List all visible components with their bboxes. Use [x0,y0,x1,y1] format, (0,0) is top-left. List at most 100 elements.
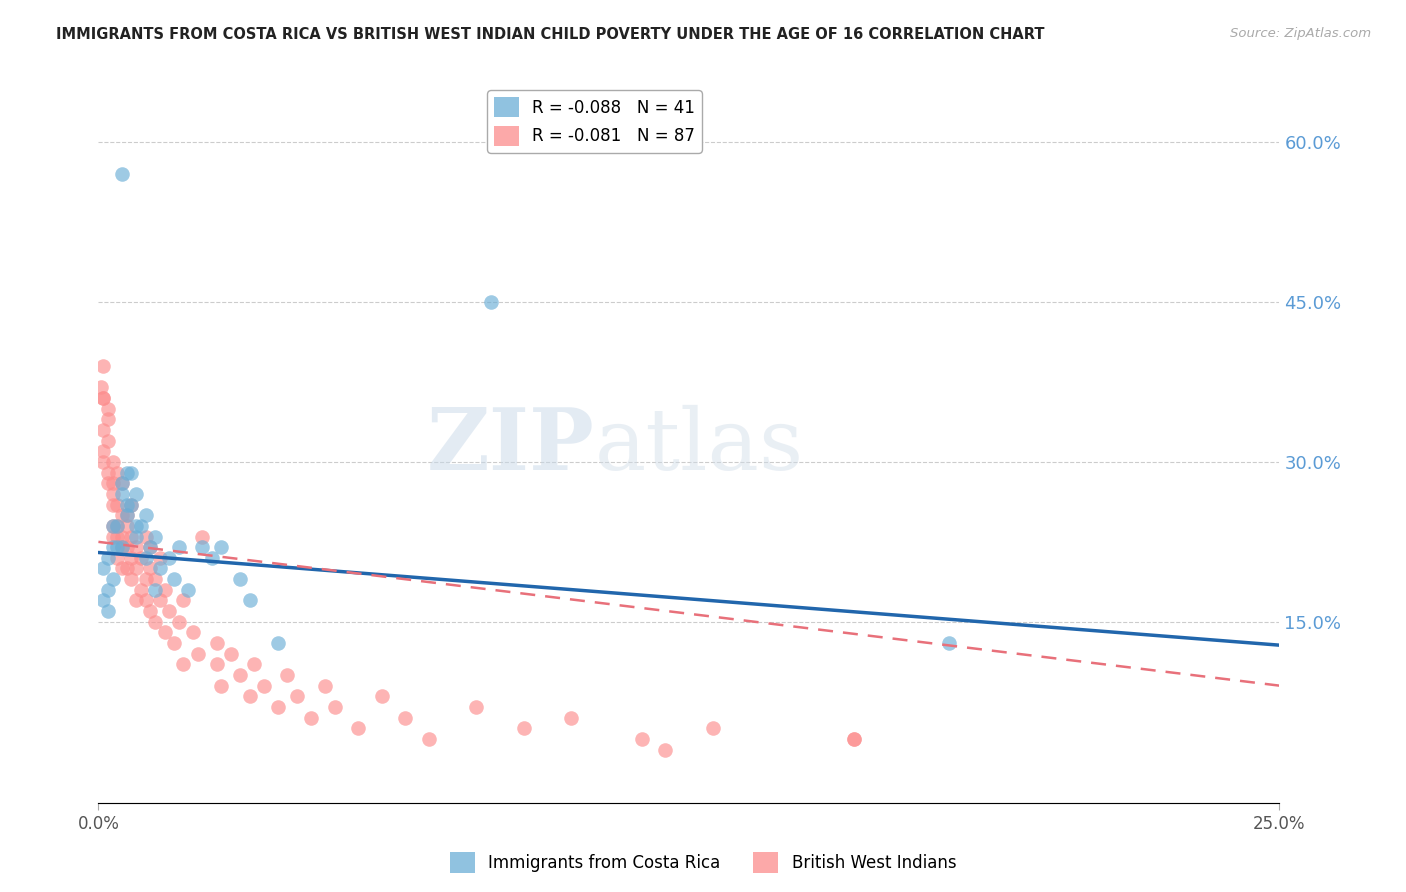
Point [347,721,370,735]
Point [205,657,228,672]
Point [253,679,276,693]
Point [702,721,724,735]
Point [111,540,134,554]
Point [201,550,224,565]
Point [153,582,176,597]
Point [91,561,114,575]
Point [97,401,120,416]
Point [115,508,138,523]
Point [101,529,124,543]
Point [135,529,157,543]
Point [97,604,120,618]
Point [125,519,148,533]
Point [844,731,866,746]
Point [560,710,582,724]
Point [243,657,266,672]
Point [267,700,290,714]
Point [135,572,157,586]
Point [129,519,152,533]
Point [125,529,148,543]
Point [229,668,252,682]
Point [91,444,114,458]
Point [276,668,298,682]
Point [129,582,152,597]
Point [105,519,128,533]
Point [172,657,194,672]
Point [314,679,336,693]
Point [465,700,488,714]
Point [187,647,209,661]
Point [371,690,394,704]
Text: Source: ZipAtlas.com: Source: ZipAtlas.com [1230,27,1371,40]
Point [394,710,416,724]
Point [938,636,960,650]
Point [91,391,114,405]
Point [139,540,162,554]
Point [239,690,262,704]
Point [167,540,190,554]
Point [479,295,502,310]
Point [105,550,128,565]
Point [111,561,134,575]
Point [115,508,138,523]
Point [163,636,186,650]
Point [125,487,148,501]
Point [285,690,308,704]
Point [101,519,124,533]
Point [143,572,166,586]
Point [97,476,120,491]
Point [101,455,124,469]
Point [101,476,124,491]
Point [111,529,134,543]
Point [163,572,186,586]
Point [209,540,232,554]
Point [167,615,190,629]
Point [630,731,652,746]
Point [191,529,214,543]
Point [172,593,194,607]
Point [105,540,128,554]
Point [125,561,148,575]
Point [91,423,114,437]
Point [512,721,534,735]
Point [125,593,148,607]
Text: atlas: atlas [595,404,804,488]
Point [101,572,124,586]
Point [121,498,143,512]
Point [91,391,114,405]
Text: IMMIGRANTS FROM COSTA RICA VS BRITISH WEST INDIAN CHILD POVERTY UNDER THE AGE OF: IMMIGRANTS FROM COSTA RICA VS BRITISH WE… [56,27,1045,42]
Point [239,593,262,607]
Point [143,615,166,629]
Point [111,476,134,491]
Text: ZIP: ZIP [426,404,595,488]
Point [143,582,166,597]
Point [121,466,143,480]
Point [418,731,440,746]
Point [135,593,157,607]
Point [105,466,128,480]
Point [139,540,162,554]
Point [97,434,120,448]
Point [139,561,162,575]
Point [115,466,138,480]
Point [149,593,172,607]
Point [157,550,180,565]
Point [121,529,143,543]
Point [91,593,114,607]
Point [299,710,322,724]
Point [115,519,138,533]
Point [97,550,120,565]
Point [111,476,134,491]
Point [97,412,120,426]
Point [111,487,134,501]
Point [111,540,134,554]
Point [105,519,128,533]
Legend: R = -0.088   N = 41, R = -0.081   N = 87: R = -0.088 N = 41, R = -0.081 N = 87 [488,90,702,153]
Point [111,168,134,182]
Point [654,742,676,756]
Point [101,498,124,512]
Point [101,487,124,501]
Point [149,550,172,565]
Point [115,540,138,554]
Point [149,561,172,575]
